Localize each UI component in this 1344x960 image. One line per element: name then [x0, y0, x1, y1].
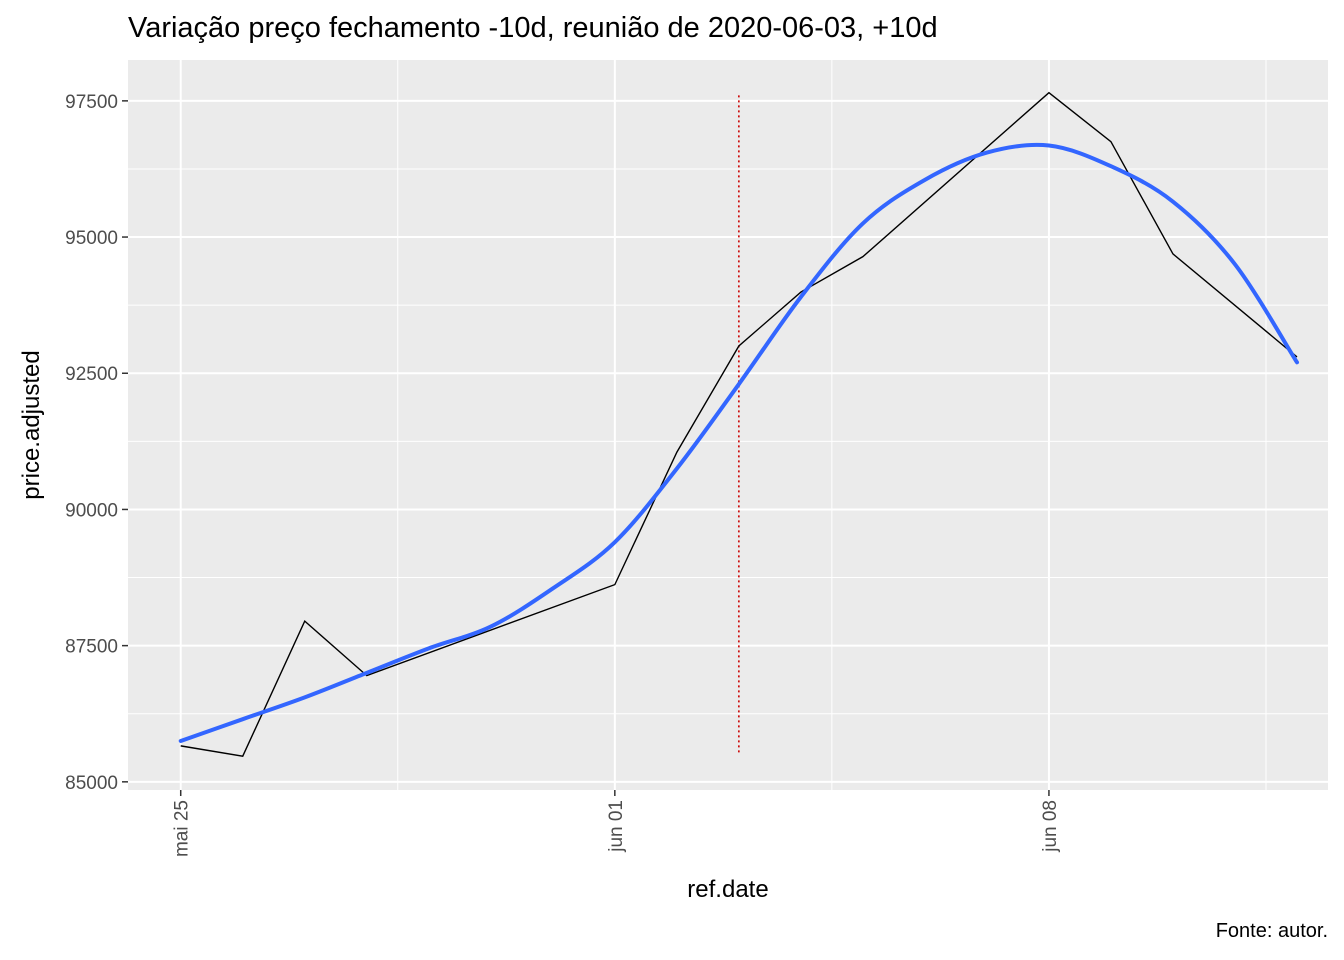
plot-panel: [128, 60, 1328, 790]
y-axis-label: price.adjusted: [18, 350, 45, 500]
y-axis: 85000 87500 90000 92500 95000 97500: [65, 92, 128, 794]
y-tick-label: 87500: [65, 637, 118, 658]
x-tick-label: jun 08: [1040, 800, 1061, 853]
series-layer: [178, 91, 1299, 758]
chart-title: Variação preço fechamento -10d, reunião …: [128, 12, 938, 44]
smooth-trend-line: [178, 142, 1299, 743]
x-axis-label: ref.date: [687, 876, 769, 903]
y-tick-label: 92500: [65, 364, 118, 385]
x-tick-label: jun 01: [606, 800, 627, 853]
price-line: [180, 91, 1298, 758]
major-gridlines: [128, 60, 1328, 790]
y-tick-label: 85000: [65, 773, 118, 794]
y-tick-label: 95000: [65, 228, 118, 249]
y-tick-label: 97500: [65, 92, 118, 113]
x-axis: mai 25 jun 01 jun 08: [172, 790, 1061, 857]
x-tick-label: mai 25: [172, 800, 193, 857]
caption: Fonte: autor.: [1215, 920, 1328, 942]
minor-gridlines: [128, 60, 1328, 790]
y-tick-label: 90000: [65, 500, 118, 521]
